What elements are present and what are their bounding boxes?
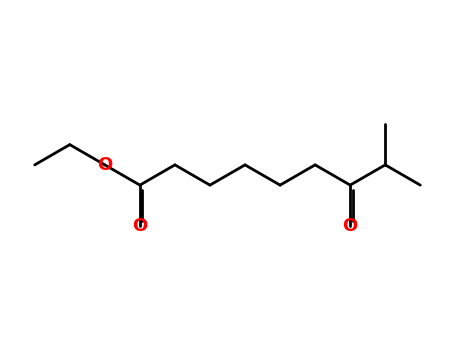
Text: O: O [343, 217, 358, 235]
Text: O: O [132, 217, 147, 235]
Text: O: O [97, 156, 112, 174]
